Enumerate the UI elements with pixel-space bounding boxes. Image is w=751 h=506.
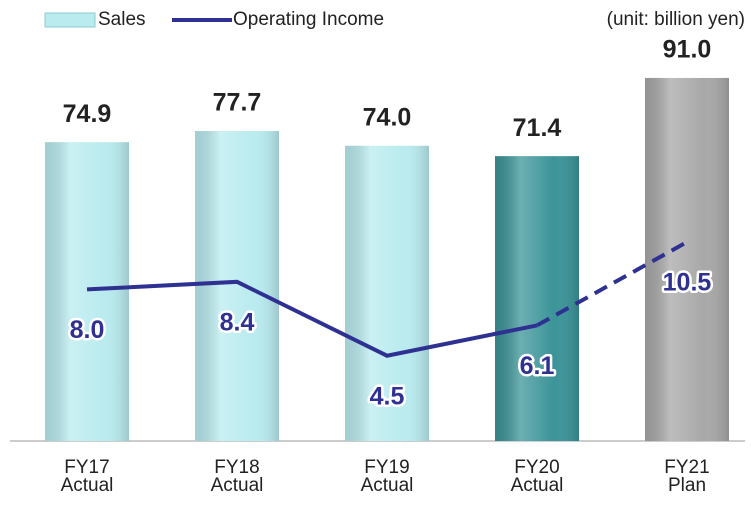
x-tick-label: FY20	[514, 457, 559, 478]
x-tick-label: FY18	[214, 457, 259, 478]
x-tick-label: FY19	[364, 457, 409, 478]
bar-label: 71.4	[513, 114, 562, 142]
x-tick-label: FY17	[64, 457, 109, 478]
legend-label: Sales	[98, 9, 146, 30]
bar-shade	[195, 131, 279, 442]
unit-note: (unit: billion yen)	[607, 9, 745, 30]
bar-shade	[45, 142, 129, 441]
legend-swatch	[44, 12, 96, 28]
bar-label: 91.0	[663, 36, 712, 64]
x-tick-label: Plan	[668, 475, 706, 496]
line-label: 10.5	[663, 269, 712, 297]
line-label: 6.1	[520, 352, 555, 380]
line	[86, 279, 538, 358]
bar-shade	[495, 156, 579, 441]
line-label: 4.5	[370, 382, 405, 410]
x-tick-label: FY21	[664, 457, 709, 478]
legend-label: Operating Income	[233, 9, 384, 30]
bar-shade	[345, 145, 429, 442]
line-label: 8.0	[70, 316, 105, 344]
x-tick-label: Actual	[361, 475, 414, 496]
line-label: 8.4	[220, 308, 255, 336]
x-tick-label: Actual	[61, 475, 114, 496]
bar-label: 77.7	[213, 89, 262, 117]
line-dashed	[536, 240, 688, 328]
x-tick-label: Actual	[511, 475, 564, 496]
bar-label: 74.9	[63, 100, 112, 128]
x-tick-label: Actual	[211, 475, 264, 496]
bar-label: 74.0	[363, 103, 412, 131]
